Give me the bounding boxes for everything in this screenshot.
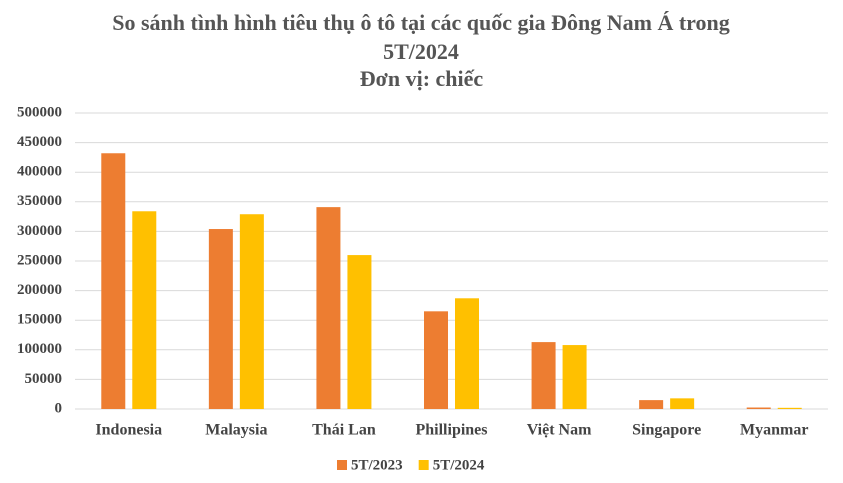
bar	[132, 211, 157, 409]
x-tick-label: Singapore	[632, 422, 701, 439]
bar	[424, 311, 448, 409]
legend-label: 5T/2024	[433, 457, 485, 473]
y-tick-label: 150000	[17, 312, 62, 328]
bar	[639, 400, 664, 409]
x-tick-label: Indonesia	[95, 422, 162, 439]
bar	[531, 342, 556, 409]
y-tick-label: 450000	[17, 134, 62, 150]
bar	[347, 255, 372, 409]
bar	[455, 298, 479, 409]
x-tick-label: Việt Nam	[527, 422, 592, 439]
y-tick-label: 350000	[17, 193, 62, 209]
legend-swatch	[337, 460, 347, 470]
y-tick-label: 250000	[17, 252, 62, 268]
bar	[316, 207, 341, 409]
x-tick-label: Thái Lan	[312, 422, 376, 439]
y-tick-label: 0	[55, 400, 63, 416]
y-tick-label: 400000	[17, 164, 62, 180]
chart-subtitle: Đơn vị: chiếc	[359, 66, 484, 91]
bar	[777, 407, 802, 409]
bar	[670, 398, 695, 409]
legend-label: 5T/2023	[351, 457, 403, 473]
x-tick-label: Myanmar	[740, 422, 808, 439]
bar	[746, 407, 771, 409]
bar	[562, 345, 587, 409]
x-tick-label: Phillipines	[415, 422, 487, 439]
chart-title: So sánh tình hình tiêu thụ ô tô tại các …	[112, 10, 730, 64]
bar	[239, 214, 264, 409]
y-tick-label: 50000	[25, 371, 63, 387]
y-tick-label: 300000	[17, 223, 62, 239]
y-tick-label: 100000	[17, 341, 62, 357]
y-tick-label: 200000	[17, 282, 62, 298]
x-tick-label: Malaysia	[205, 422, 267, 439]
bar	[101, 153, 126, 409]
y-tick-label: 500000	[17, 104, 62, 120]
bar	[208, 229, 233, 409]
legend-swatch	[418, 460, 429, 470]
